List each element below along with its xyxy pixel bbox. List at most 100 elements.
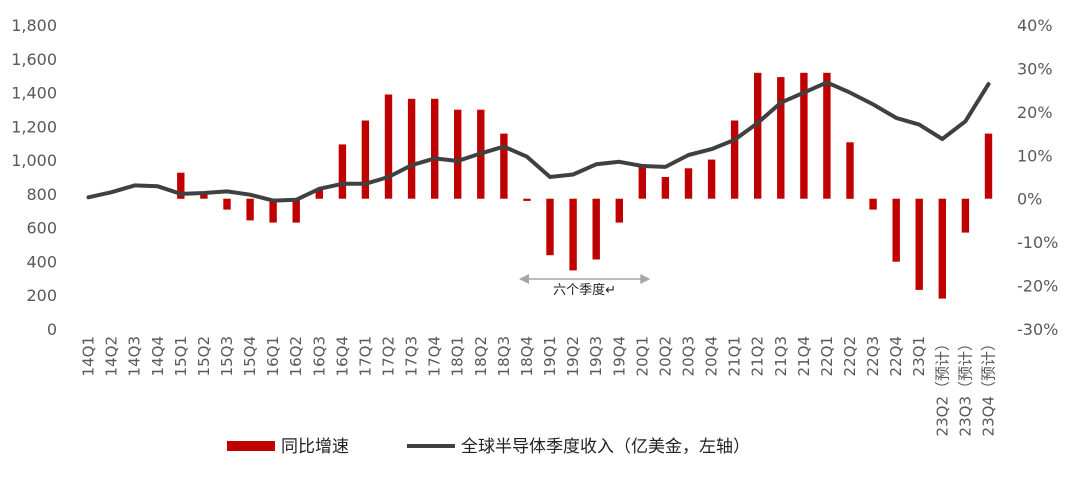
x-tick-label: 17Q2 xyxy=(380,336,398,376)
growth-bar xyxy=(200,194,208,199)
right-tick-label: -20% xyxy=(1017,277,1058,296)
x-tick-label: 22Q4 xyxy=(887,336,905,376)
x-tick-label: 20Q1 xyxy=(633,336,651,376)
growth-bar xyxy=(592,198,600,260)
x-tick-label: 23Q3（预计） xyxy=(956,336,974,436)
left-tick-label: 1,200 xyxy=(11,117,57,136)
growth-bar xyxy=(315,190,323,199)
right-tick-label: 0% xyxy=(1017,190,1042,209)
x-tick-label: 20Q4 xyxy=(703,336,721,376)
x-tick-label: 14Q2 xyxy=(103,336,121,376)
x-tick-label: 14Q1 xyxy=(80,336,98,376)
growth-bar xyxy=(846,142,854,199)
x-tick-label: 20Q2 xyxy=(656,336,674,376)
left-tick-label: 1,000 xyxy=(11,151,57,170)
growth-bars xyxy=(177,72,993,299)
growth-bar xyxy=(407,98,416,199)
revenue-line-path xyxy=(86,80,991,203)
x-tick-label: 17Q4 xyxy=(426,336,444,376)
growth-bar xyxy=(661,177,670,199)
left-tick-label: 400 xyxy=(26,252,57,271)
left-tick-label: 0 xyxy=(47,320,57,339)
legend: 同比增速 全球半导体季度收入（亿美金，左轴） xyxy=(227,437,750,457)
x-tick-label: 21Q4 xyxy=(795,336,813,376)
x-tick-label: 14Q3 xyxy=(126,336,144,376)
x-tick-label: 15Q2 xyxy=(195,336,213,376)
x-tick-label: 21Q3 xyxy=(772,336,790,376)
growth-bar xyxy=(707,159,716,199)
x-tick-label: 16Q1 xyxy=(264,336,282,376)
annotation-arrow-left xyxy=(518,274,529,284)
growth-bar xyxy=(269,198,277,223)
x-tick-label: 22Q3 xyxy=(864,336,882,376)
x-tick-label: 17Q3 xyxy=(403,336,421,376)
growth-bar xyxy=(961,198,970,233)
growth-bar xyxy=(892,198,900,262)
left-tick-label: 1,800 xyxy=(11,16,57,35)
six-quarters-annotation: 六个季度↵ xyxy=(518,274,651,298)
growth-bar xyxy=(500,133,508,199)
right-tick-label: 20% xyxy=(1017,103,1053,122)
growth-bar xyxy=(546,198,554,256)
x-tick-label: 15Q4 xyxy=(241,336,259,376)
x-tick-label: 23Q4（预计） xyxy=(980,336,998,436)
left-tick-label: 600 xyxy=(26,219,57,238)
x-tick-label: 15Q3 xyxy=(218,336,236,376)
growth-bar xyxy=(246,198,254,221)
x-tick-label: 22Q2 xyxy=(841,336,859,376)
left-tick-label: 200 xyxy=(26,286,57,305)
growth-bar xyxy=(431,98,439,199)
growth-bar xyxy=(384,94,393,199)
left-axis: 0 200 400 600 800 1,000 1,200 1,400 1,600 1,800 xyxy=(11,16,57,339)
growth-bar xyxy=(569,198,577,271)
x-tick-label: 18Q4 xyxy=(518,336,536,376)
legend-bar-swatch xyxy=(227,441,275,451)
growth-bar xyxy=(938,198,946,299)
x-tick-label: 19Q2 xyxy=(564,336,582,376)
growth-bar xyxy=(454,109,462,199)
x-axis: 14Q1 14Q2 14Q3 14Q4 15Q1 15Q2 15Q3 15Q4 16Q1 16Q2… xyxy=(80,336,998,436)
left-tick-label: 1,600 xyxy=(11,50,57,69)
growth-bar xyxy=(292,198,300,223)
x-tick-label: 22Q1 xyxy=(818,336,836,376)
x-tick-label: 16Q4 xyxy=(333,336,351,376)
growth-bar xyxy=(177,172,185,199)
growth-bar xyxy=(523,198,531,201)
legend-line-label: 全球半导体季度收入（亿美金，左轴） xyxy=(461,437,750,457)
x-tick-label: 15Q1 xyxy=(172,336,190,376)
growth-bar xyxy=(223,198,231,210)
x-tick-label: 23Q2（预计） xyxy=(933,336,951,436)
annotation-text: 六个季度↵ xyxy=(553,282,616,298)
growth-bar xyxy=(915,198,923,290)
right-tick-label: 40% xyxy=(1017,16,1053,35)
right-tick-label: 10% xyxy=(1017,146,1053,165)
x-tick-label: 14Q4 xyxy=(149,336,167,376)
growth-bar xyxy=(361,120,370,199)
x-tick-label: 16Q3 xyxy=(310,336,328,376)
legend-bar-label: 同比增速 xyxy=(281,437,349,457)
revenue-line xyxy=(86,80,991,203)
x-tick-label: 18Q1 xyxy=(449,336,467,376)
x-tick-label: 19Q1 xyxy=(541,336,559,376)
x-tick-label: 23Q1 xyxy=(910,336,928,376)
x-tick-label: 21Q2 xyxy=(749,336,767,376)
growth-bar xyxy=(869,198,877,210)
growth-bar xyxy=(338,144,347,199)
x-tick-label: 17Q1 xyxy=(356,336,374,376)
growth-bar xyxy=(984,133,993,199)
x-tick-label: 18Q2 xyxy=(472,336,490,376)
x-tick-label: 19Q3 xyxy=(587,336,605,376)
x-tick-label: 20Q3 xyxy=(680,336,698,376)
x-tick-label: 19Q4 xyxy=(610,336,628,376)
growth-bar xyxy=(730,120,739,199)
growth-bar xyxy=(684,168,693,199)
x-tick-label: 21Q1 xyxy=(726,336,744,376)
right-tick-label: -30% xyxy=(1017,320,1058,339)
right-axis: -30% -20% -10% 0% 10% 20% 30% 40% xyxy=(1017,16,1058,339)
growth-bar xyxy=(777,77,785,199)
left-tick-label: 1,400 xyxy=(11,84,57,103)
annotation-arrow-right xyxy=(640,274,651,284)
growth-bar xyxy=(638,164,646,199)
right-tick-label: 30% xyxy=(1017,59,1053,78)
